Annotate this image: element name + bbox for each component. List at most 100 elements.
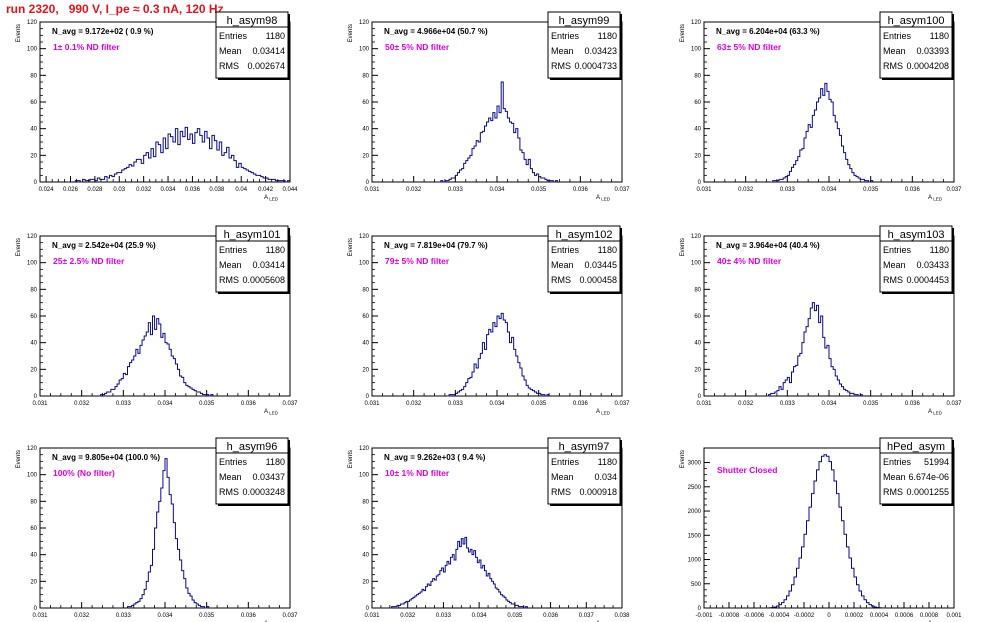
- histogram-name: h_asym102: [556, 229, 613, 241]
- y-tick-label: 20: [362, 367, 369, 373]
- x-tick-label: -0.0008: [719, 613, 740, 619]
- filter-note: 10± 1% ND filter: [385, 468, 450, 478]
- x-tick-label: 0.035: [199, 401, 215, 407]
- y-axis-label: Events: [16, 238, 22, 256]
- x-tick-label: 0.04: [235, 187, 247, 193]
- x-tick-label: 0.035: [531, 401, 547, 407]
- y-tick-label: 120: [27, 234, 38, 240]
- stat-value: 0.034: [594, 472, 617, 482]
- stat-label: Mean: [883, 46, 906, 56]
- stat-label: Entries: [219, 457, 248, 467]
- stat-label: Mean: [551, 46, 574, 56]
- x-tick-label: 0.037: [946, 187, 962, 193]
- n-avg-text: N_avg = 6.204e+04 (63.3 %): [716, 27, 820, 36]
- x-tick-label: 0.032: [406, 187, 422, 193]
- y-tick-label: 40: [362, 553, 369, 559]
- x-tick-label: 0.034: [157, 401, 173, 407]
- stat-label: RMS: [883, 61, 903, 71]
- x-tick-label: 0.036: [185, 187, 201, 193]
- x-tick-label: 0.034: [821, 401, 837, 407]
- stats-box: h_asym100 Entries 1180 Mean 0.03393 RMS 0.0004…: [879, 11, 954, 80]
- y-axis-label: Events: [16, 24, 22, 42]
- stat-label: RMS: [883, 275, 903, 285]
- x-tick-label: 0.0008: [920, 613, 939, 619]
- histogram-name: h_asym100: [888, 15, 945, 27]
- y-axis-label: Events: [348, 450, 354, 468]
- n-avg-text: N_avg = 4.966e+04 (50.7 %): [384, 27, 488, 36]
- stats-box: h_asym101 Entries 1180 Mean 0.03414 RMS 0.0005…: [215, 225, 290, 294]
- y-tick-label: 80: [694, 73, 701, 79]
- x-tick-label: 0.044: [282, 187, 298, 193]
- y-tick-label: 60: [362, 100, 369, 106]
- x-axis-label: A LED: [928, 195, 943, 202]
- stat-value: 1180: [266, 245, 285, 255]
- x-tick-label: -0.0006: [744, 613, 765, 619]
- x-tick-label: 0.037: [282, 401, 298, 407]
- stat-label: Entries: [219, 31, 248, 41]
- x-tick-label: 0.037: [946, 401, 962, 407]
- y-tick-label: 120: [27, 446, 38, 452]
- histogram-bars: [98, 315, 214, 397]
- x-tick-label: 0.033: [780, 401, 796, 407]
- histogram-bars: [74, 126, 291, 183]
- histogram-panel-h_asym101: 0.031 0.032 0.033 0.034 0.035 0.036 0.037 0 20 40…: [16, 225, 298, 416]
- y-tick-label: 1000: [688, 558, 702, 564]
- x-tick-label: 0.035: [199, 613, 215, 619]
- y-tick-label: 20: [30, 579, 37, 585]
- stat-value: 0.03414: [252, 46, 285, 56]
- stat-label: RMS: [219, 487, 239, 497]
- x-tick-label: 0.035: [507, 613, 523, 619]
- stats-box: h_asym98 Entries 1180 Mean 0.03414 RMS 0.00267…: [215, 11, 290, 80]
- x-tick-label: 0.037: [614, 187, 630, 193]
- stat-value: 1180: [598, 31, 617, 41]
- y-tick-label: 40: [30, 341, 37, 347]
- stat-label: Mean: [219, 260, 242, 270]
- x-tick-label: 0.036: [573, 401, 589, 407]
- stat-value: 0.0005608: [242, 275, 285, 285]
- x-tick-label: 0.036: [573, 187, 589, 193]
- x-tick-label: 0.032: [400, 613, 416, 619]
- filter-note: 79± 5% ND filter: [385, 256, 450, 266]
- histogram-bars: [766, 302, 863, 397]
- histogram-bars: [447, 312, 550, 397]
- y-tick-label: 120: [27, 20, 38, 26]
- x-tick-label: 0.001: [946, 613, 962, 619]
- histogram-name: h_asym97: [559, 441, 610, 453]
- histogram-bars: [768, 454, 887, 609]
- y-tick-label: 0: [34, 394, 38, 400]
- stat-value: 1180: [266, 31, 285, 41]
- y-tick-label: 40: [362, 127, 369, 133]
- y-tick-label: 40: [694, 127, 701, 133]
- stat-value: 6.674e-06: [908, 472, 949, 482]
- y-tick-label: 120: [359, 20, 370, 26]
- x-tick-label: 0.032: [74, 613, 90, 619]
- x-tick-label: 0.034: [157, 613, 173, 619]
- x-axis-label: A LED: [264, 195, 279, 202]
- stats-box: h_asym99 Entries 1180 Mean 0.03423 RMS 0.00047…: [547, 11, 622, 80]
- stat-label: RMS: [883, 487, 903, 497]
- histogram-panel-h_asym98: 0.024 0.026 0.028 0.03 0.032 0.034 0.036 0.038 0…: [16, 11, 298, 202]
- y-tick-label: 80: [362, 73, 369, 79]
- stat-label: Entries: [883, 31, 912, 41]
- y-tick-label: 20: [694, 367, 701, 373]
- y-tick-label: 60: [362, 526, 369, 532]
- stat-label: RMS: [219, 61, 239, 71]
- y-tick-label: 80: [30, 73, 37, 79]
- stat-value: 51994: [924, 457, 949, 467]
- x-tick-label: 0.033: [780, 187, 796, 193]
- x-tick-label: 0.033: [448, 187, 464, 193]
- y-axis-label: Events: [680, 450, 686, 468]
- x-axis-label: A LED: [264, 409, 279, 416]
- histogram-panel-h_asym97: 0.031 0.032 0.033 0.034 0.035 0.036 0.037 0.038…: [348, 437, 630, 622]
- y-axis-label: Events: [348, 238, 354, 256]
- y-tick-label: 60: [30, 526, 37, 532]
- x-tick-label: 0.032: [738, 187, 754, 193]
- stat-value: 0.03437: [252, 472, 285, 482]
- x-tick-label: 0.037: [614, 401, 630, 407]
- y-tick-label: 120: [691, 20, 702, 26]
- stat-label: Entries: [551, 457, 580, 467]
- y-tick-label: 20: [694, 153, 701, 159]
- stats-box: h_asym96 Entries 1180 Mean 0.03437 RMS 0.00032…: [215, 437, 290, 506]
- x-axis-label: A LED: [928, 409, 943, 416]
- y-tick-label: 60: [694, 314, 701, 320]
